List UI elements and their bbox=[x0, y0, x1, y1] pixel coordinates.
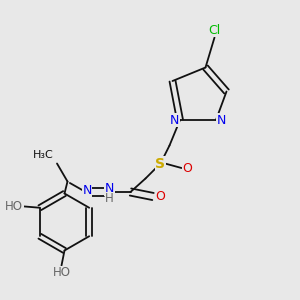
Text: HO: HO bbox=[52, 266, 70, 280]
Text: N: N bbox=[82, 184, 92, 197]
Text: HO: HO bbox=[5, 200, 23, 213]
Text: H: H bbox=[105, 192, 114, 205]
Text: O: O bbox=[156, 190, 165, 203]
Text: S: S bbox=[155, 157, 166, 170]
Text: Cl: Cl bbox=[208, 23, 220, 37]
Text: N: N bbox=[170, 113, 179, 127]
Text: O: O bbox=[183, 161, 192, 175]
Text: N: N bbox=[105, 182, 114, 195]
Text: H₃C: H₃C bbox=[33, 150, 54, 160]
Text: N: N bbox=[217, 113, 226, 127]
